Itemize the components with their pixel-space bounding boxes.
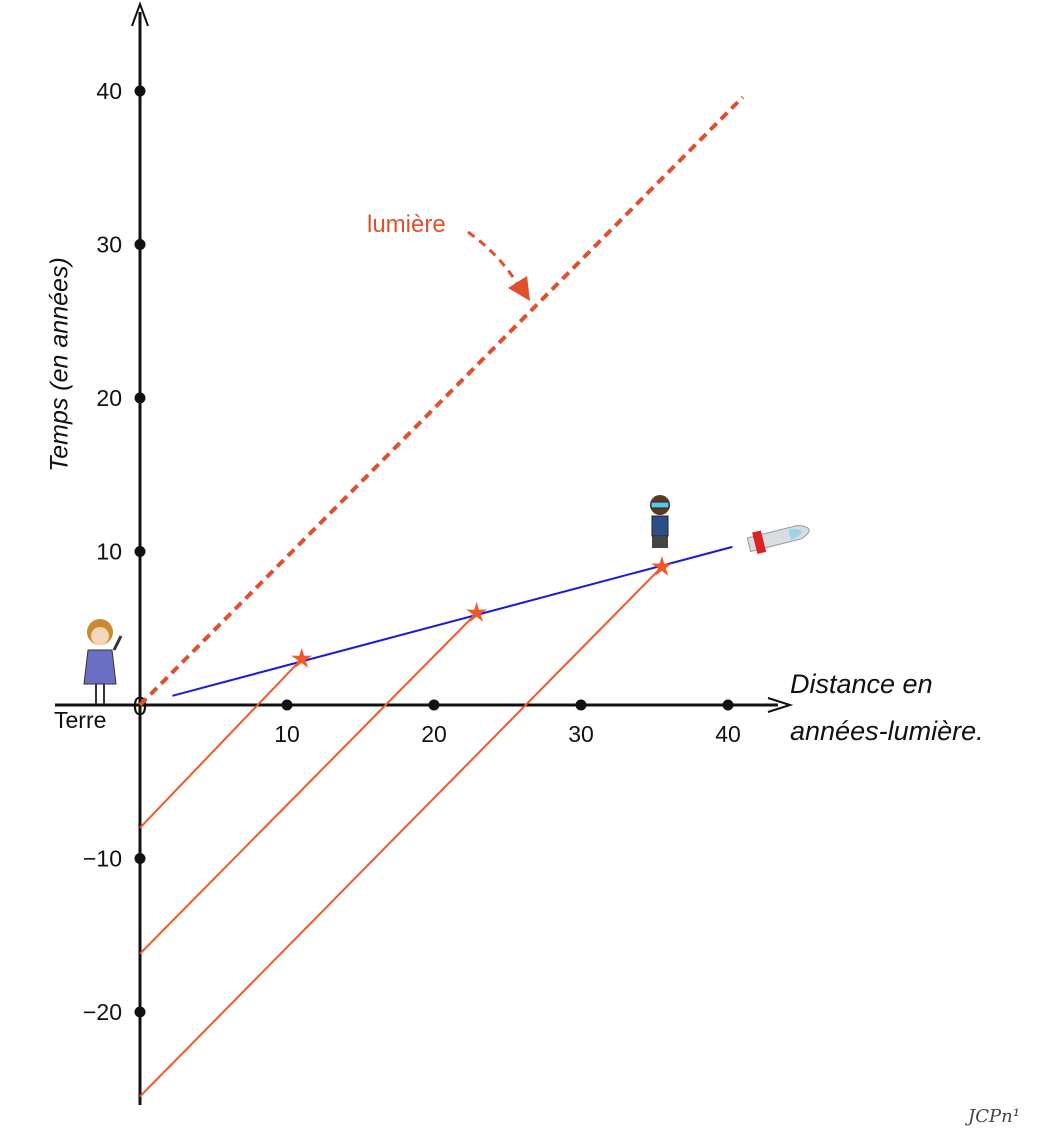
boy-body (651, 515, 669, 537)
x-tick-label: 10 (274, 721, 300, 747)
worldline-lumi-re (138, 95, 745, 707)
x-tick-label: 20 (421, 721, 447, 747)
x-tick-label: 30 (568, 721, 594, 747)
x-tick-dot (281, 699, 293, 711)
y-tick-label: −20 (83, 999, 122, 1025)
boy-legs (652, 536, 668, 548)
x-tick-dot (722, 699, 734, 711)
girl-face (91, 627, 109, 645)
event-star-icon (651, 555, 673, 576)
x-tick-label: 40 (715, 721, 741, 747)
y-tick-label: 10 (96, 539, 122, 565)
earth-girl-icon (83, 619, 123, 704)
boy-goggles (650, 501, 670, 509)
y-axis-label: Temps (en années) (45, 257, 74, 472)
worldline-signal-2 (139, 612, 478, 955)
worldline-signal-1 (139, 658, 303, 829)
girl-arm (112, 635, 123, 651)
origin-label: 0 (133, 691, 147, 721)
light-annotation: lumière (367, 211, 446, 238)
worldline-signal-3 (139, 566, 663, 1098)
y-axis-arrow (131, 1, 149, 27)
y-tick-dot (134, 1006, 146, 1018)
traveller-boy-icon (650, 495, 670, 548)
y-tick-label: 20 (96, 385, 122, 411)
x-axis-label-line1: Distance en (790, 669, 933, 699)
annotation-arrowhead (508, 276, 530, 301)
y-tick-dot (134, 85, 146, 97)
y-tick-dot (134, 853, 146, 864)
y-tick-label: −10 (83, 846, 122, 872)
y-tick-label: 40 (96, 78, 122, 104)
x-axis-arrow (767, 697, 794, 713)
y-tick-dot (134, 239, 146, 250)
worldline-fus-e (172, 545, 733, 697)
signature: JCPn¹ (968, 1106, 1020, 1127)
x-tick-dot (428, 699, 440, 711)
earth-label: Terre (54, 707, 107, 733)
rocket-icon (746, 524, 810, 554)
event-star-icon (466, 601, 488, 622)
x-axis-label-line2: années-lumière. (790, 716, 984, 746)
girl-dress (83, 649, 117, 685)
rocket-nose (788, 528, 802, 541)
x-tick-dot (575, 699, 587, 711)
y-tick-dot (134, 546, 146, 557)
annotation-arrow (467, 230, 520, 286)
y-tick-label: 30 (96, 232, 122, 258)
rocket-fins (752, 530, 767, 554)
event-star-icon (291, 648, 313, 668)
y-tick-dot (134, 392, 146, 404)
